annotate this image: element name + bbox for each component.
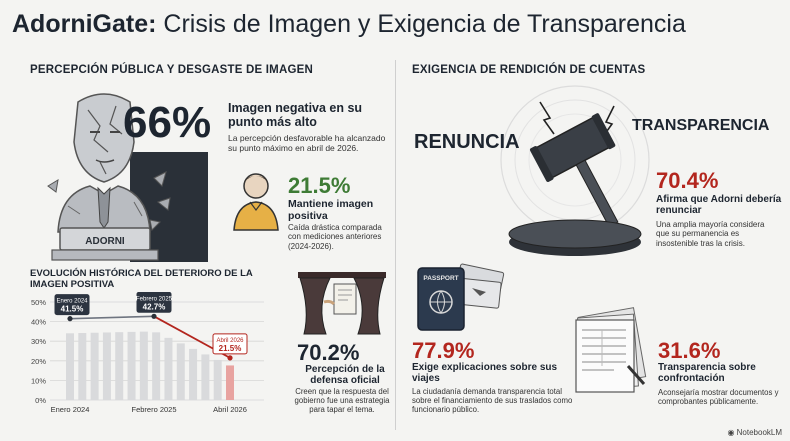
y-tick-label: 0% (35, 396, 46, 405)
stat-negative-headline: Imagen negativa en su punto más alto (228, 101, 363, 129)
left-section-heading: PERCEPCIÓN PÚBLICA Y DESGASTE DE IMAGEN (30, 64, 313, 76)
notebook-icon: ◉ (727, 428, 737, 437)
gavel-word-renuncia: RENUNCIA (414, 131, 520, 153)
stat-resign-value: 70.4% (656, 168, 719, 193)
trend-bar (213, 359, 222, 400)
x-tick-label: Febrero 2025 (131, 405, 176, 414)
trend-bar (226, 365, 234, 400)
stat-explain-headline: Exige explicaciones sobre sus viajes (412, 362, 558, 385)
trend-bar (189, 348, 198, 400)
data-point (67, 316, 73, 322)
stat-resign-text: Una amplia mayoría considera que su perm… (656, 220, 765, 248)
stat-official-headline: Percepción de la defensa oficial (305, 364, 385, 387)
trend-bar (201, 354, 210, 400)
trend-bar (152, 332, 161, 400)
stat-resign-headline: Afirma que Adorni debería renunciar (656, 194, 782, 217)
data-label-box (212, 333, 248, 355)
x-tick-label: Abril 2026 (213, 405, 247, 414)
data-point (227, 355, 233, 361)
trend-bar (78, 333, 87, 400)
footer-credit: ◉ NotebookLM (727, 428, 782, 437)
trend-bar (164, 337, 173, 400)
trend-bar (102, 332, 111, 400)
stat-confront-value: 31.6% (658, 338, 721, 363)
series-line-segment (69, 315, 155, 320)
data-label-box (54, 294, 90, 316)
passport-illustration: PASSPORT (417, 263, 505, 331)
broken-statue-illustration: ADORNI (47, 93, 208, 262)
stat-explain-value: 77.9% (412, 338, 475, 363)
data-point (151, 313, 157, 319)
stat-confront-headline: Transparencia sobre confrontación (658, 362, 756, 385)
stat-positive-text: Caída drástica comparada con mediciones … (288, 223, 382, 251)
chart-background-bars (66, 331, 234, 400)
image-trend-chart: 50% 40% 30% 20% 10% 0% Enero 2024 Febrero 2025 A… (31, 292, 264, 414)
stat-negative-text: La percepción desfavorable ha alcanzado … (228, 133, 386, 154)
chart-title: EVOLUCIÓN HISTÓRICA DEL DETERIORO DE LA … (30, 268, 253, 290)
stat-official-text: Creen que la respuesta del gobierno fue … (294, 387, 390, 415)
data-label-box (136, 292, 172, 313)
data-label-date: Abril 2026 (216, 338, 244, 344)
stat-negative-value: 66% (123, 98, 212, 147)
y-tick-label: 30% (31, 337, 46, 346)
gavel-word-transparencia: TRANSPARENCIA (632, 117, 770, 134)
footer-text: NotebookLM (736, 428, 782, 437)
passport-label: PASSPORT (423, 275, 458, 282)
trend-bar (139, 331, 148, 400)
y-tick-label: 20% (31, 357, 46, 366)
gavel-illustration (500, 85, 650, 256)
trend-bar (176, 343, 185, 400)
young-person-icon (233, 173, 279, 231)
data-label-date: Febrero 2025 (136, 296, 173, 302)
curtain-cover-up-illustration (298, 272, 386, 335)
stat-positive-headline: Mantiene imagen positiva (288, 198, 374, 222)
stat-positive-value: 21.5% (288, 173, 351, 198)
trend-bar (115, 332, 124, 400)
trend-bar (90, 332, 99, 400)
trend-bar (66, 333, 74, 400)
section-divider (395, 60, 396, 430)
data-label-date: Enero 2024 (56, 299, 88, 305)
statue-label: ADORNI (85, 236, 125, 247)
x-tick-label: Enero 2024 (51, 405, 90, 414)
title-rest: Crisis de Imagen y Exigencia de Transpar… (163, 10, 686, 38)
right-section-heading: EXIGENCIA DE RENDICIÓN DE CUENTAS (412, 64, 646, 76)
stat-official-value: 70.2% (297, 340, 360, 365)
page-title: AdorniGate: Crisis de Imagen y Exigencia… (12, 10, 686, 39)
data-label-value: 42.7% (143, 302, 166, 311)
stat-confront-text: Aconsejaría mostrar documentos y comprob… (658, 388, 779, 407)
title-brand: AdorniGate: (12, 10, 157, 38)
y-tick-label: 50% (31, 298, 46, 307)
documents-illustration (575, 307, 647, 393)
y-tick-label: 40% (31, 318, 46, 327)
stat-explain-text: La ciudadanía demanda transparencia tota… (412, 387, 573, 415)
y-tick-label: 10% (31, 376, 46, 385)
data-label-value: 21.5% (219, 344, 242, 353)
data-label-value: 41.5% (61, 305, 84, 314)
trend-bar (127, 331, 136, 400)
